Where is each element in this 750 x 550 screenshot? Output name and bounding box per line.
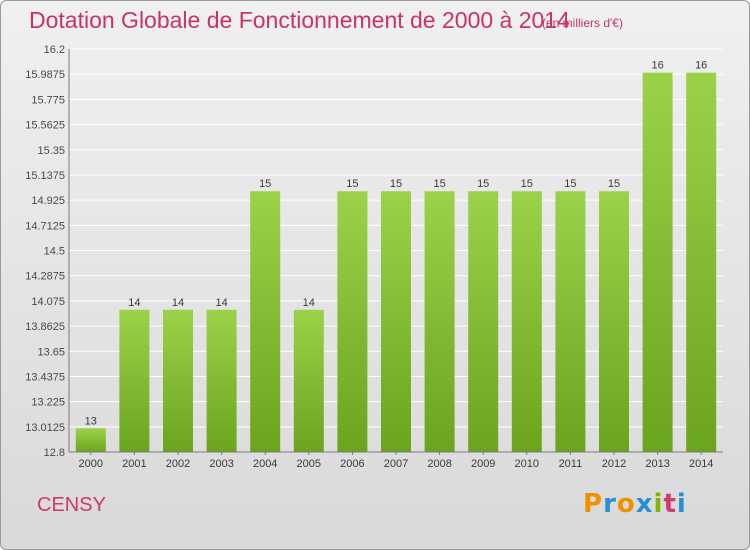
logo-letter: t xyxy=(663,489,677,519)
logo-letter: P xyxy=(583,489,604,519)
chart-title: Dotation Globale de Fonctionnement de 20… xyxy=(29,7,570,33)
logo-letter: i xyxy=(653,489,664,519)
data-label-2005: 14 xyxy=(303,297,315,309)
data-label-2003: 14 xyxy=(215,297,227,309)
data-label-2010: 15 xyxy=(521,178,533,190)
commune-name: CENSY xyxy=(37,494,106,516)
x-tick-label-2007: 2007 xyxy=(384,458,408,470)
data-label-2001: 14 xyxy=(128,297,140,309)
bar-2005 xyxy=(293,309,324,452)
x-tick-label-2002: 2002 xyxy=(166,458,190,470)
data-label-2014: 16 xyxy=(695,60,707,72)
y-tick-label: 14.925 xyxy=(31,195,65,207)
proxiti-logo: Proxiti xyxy=(583,489,687,519)
bar-2009 xyxy=(468,191,499,452)
logo-letter: i xyxy=(676,489,687,519)
y-tick-label: 13.8625 xyxy=(25,321,65,333)
data-label-2002: 14 xyxy=(172,297,184,309)
x-tick-label-2009: 2009 xyxy=(471,458,495,470)
y-tick-label: 13.225 xyxy=(31,397,65,409)
x-tick-label-2012: 2012 xyxy=(602,458,626,470)
bar-2011 xyxy=(555,191,586,452)
x-tick-label-2008: 2008 xyxy=(427,458,451,470)
bar-2001 xyxy=(119,309,150,452)
y-tick-label: 13.65 xyxy=(37,346,65,358)
x-tick-label-2004: 2004 xyxy=(253,458,277,470)
data-label-2000: 13 xyxy=(85,415,97,427)
bar-2007 xyxy=(381,191,411,452)
bar-2012 xyxy=(599,191,629,452)
bar-2002 xyxy=(163,309,193,452)
logo-letter: x xyxy=(635,489,654,519)
x-tick-label-2010: 2010 xyxy=(515,458,539,470)
y-tick-label: 15.9875 xyxy=(25,69,65,81)
data-label-2004: 15 xyxy=(259,178,271,190)
data-label-2007: 15 xyxy=(390,178,402,190)
data-label-2012: 15 xyxy=(608,178,620,190)
x-tick-label-2014: 2014 xyxy=(689,458,713,470)
bar-2008 xyxy=(424,191,455,452)
data-label-2006: 15 xyxy=(346,178,358,190)
data-label-2008: 15 xyxy=(433,178,445,190)
bar-2010 xyxy=(511,191,542,452)
data-label-2011: 15 xyxy=(564,178,576,190)
y-tick-label: 15.35 xyxy=(37,145,65,157)
logo-letter: r xyxy=(603,489,617,519)
x-tick-label-2000: 2000 xyxy=(79,458,103,470)
bar-2000 xyxy=(75,428,106,452)
x-tick-label-2011: 2011 xyxy=(559,458,583,470)
y-tick-label: 14.7125 xyxy=(25,220,65,232)
y-tick-label: 14.5 xyxy=(44,246,65,258)
y-tick-label: 15.1375 xyxy=(25,170,65,182)
bar-2004 xyxy=(250,191,281,452)
y-tick-label: 16.2 xyxy=(44,44,65,56)
bar-2006 xyxy=(337,191,368,452)
y-tick-label: 12.8 xyxy=(44,447,65,459)
x-tick-label-2005: 2005 xyxy=(297,458,321,470)
logo-letter: o xyxy=(616,489,636,519)
chart-unit: (en milliers d'€) xyxy=(542,16,623,30)
data-label-2009: 15 xyxy=(477,178,489,190)
x-tick-label-2001: 2001 xyxy=(122,458,146,470)
x-tick-label-2013: 2013 xyxy=(645,458,669,470)
y-tick-label: 14.2875 xyxy=(25,271,65,283)
bar-2003 xyxy=(206,309,237,452)
y-tick-label: 13.0125 xyxy=(25,422,65,434)
bar-2013 xyxy=(642,72,673,453)
bar-2014 xyxy=(686,72,717,453)
y-tick-label: 14.075 xyxy=(31,296,65,308)
x-tick-label-2006: 2006 xyxy=(340,458,364,470)
y-tick-label: 15.775 xyxy=(31,94,65,106)
y-tick-label: 13.4375 xyxy=(25,371,65,383)
y-tick-label: 15.5625 xyxy=(25,120,65,132)
data-label-2013: 16 xyxy=(651,60,663,72)
x-tick-label-2003: 2003 xyxy=(209,458,233,470)
